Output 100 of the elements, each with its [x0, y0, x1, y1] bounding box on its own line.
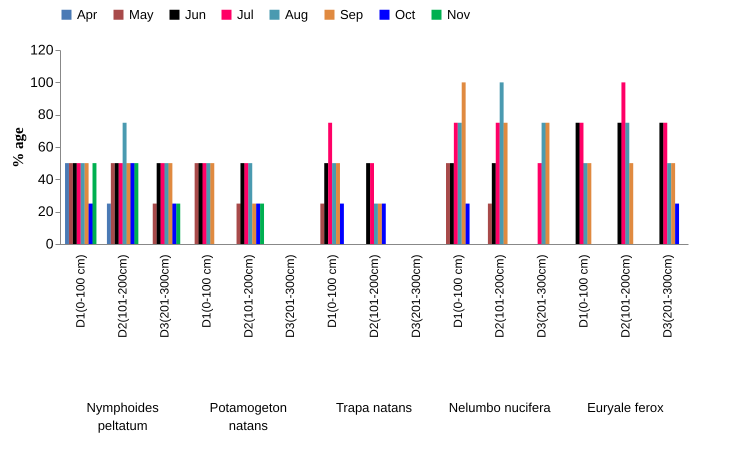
text: Nymphoides peltatum: [86, 400, 160, 433]
bar: [152, 204, 157, 244]
x-tick-label: D2(101-200cm): [618, 254, 632, 338]
legend-label: Sep: [340, 6, 364, 22]
bar: [500, 82, 504, 244]
bar: [110, 163, 115, 244]
bar: [252, 204, 256, 244]
bar: [122, 122, 127, 244]
legend-label: Oct: [395, 6, 416, 22]
bar: [378, 204, 382, 244]
y-tick-label: 0: [46, 236, 54, 252]
bar: [659, 122, 664, 244]
bar: [126, 163, 130, 244]
bar: [244, 163, 248, 244]
bar: [374, 204, 378, 244]
bar: [72, 163, 77, 244]
bar: [336, 163, 340, 244]
bar: [168, 163, 172, 244]
bar: [542, 122, 546, 244]
x-tick-label: D2(101-200cm): [367, 254, 381, 338]
bar: [198, 163, 202, 244]
x-tick-label: D3(201-300cm): [534, 254, 549, 338]
bar: [492, 163, 496, 244]
bar: [671, 163, 676, 244]
x-tick-label: D2(101-200cm): [492, 254, 507, 338]
bar: [260, 204, 264, 244]
y-tick-label: 120: [30, 42, 54, 58]
text: Trapa natans: [336, 400, 413, 415]
bar: [621, 82, 626, 244]
text: Nelumbo nucifera: [448, 400, 552, 415]
bar: [466, 204, 470, 244]
bar: [580, 122, 584, 244]
legend-label: Apr: [77, 6, 98, 22]
x-tick-label: D1(0-100 cm): [576, 254, 590, 328]
legend-label: Jun: [185, 6, 206, 22]
x-tick-label: D1(0-100 cm): [199, 254, 214, 328]
bar: [618, 122, 622, 244]
x-tick-label: D3(201-300cm): [158, 254, 172, 338]
x-tick-label: D2(101-200cm): [116, 254, 130, 338]
bar: [504, 122, 508, 244]
legend-label: Aug: [285, 6, 308, 22]
bar: [206, 163, 210, 244]
legend-label: May: [129, 6, 154, 22]
bar: [546, 122, 550, 244]
bar: [194, 163, 199, 244]
bar: [488, 204, 492, 244]
bar: [130, 163, 134, 244]
legend-label: Nov: [447, 6, 471, 22]
y-tick-label: 20: [38, 203, 54, 220]
bar: [65, 163, 69, 244]
bar: [576, 122, 580, 244]
bar: [202, 163, 206, 244]
bar: [320, 204, 324, 244]
bar: [450, 163, 454, 244]
x-tick-label: D1(0-100 cm): [325, 254, 340, 328]
bar: [160, 163, 165, 244]
bar: [328, 122, 332, 244]
y-tick-label: 60: [38, 138, 54, 154]
y-tick-label: 100: [30, 74, 54, 90]
bar: [68, 163, 73, 244]
y-tick-label: 40: [38, 170, 54, 187]
bar: [164, 163, 168, 244]
x-tick-label: D3(201-300cm): [283, 254, 298, 338]
bar: [340, 204, 344, 244]
bar: [587, 163, 592, 244]
x-tick-label: D1(0-100 cm): [450, 254, 465, 328]
bar: [210, 163, 214, 244]
bar: [256, 204, 260, 244]
text: Euryale ferox: [587, 400, 664, 415]
x-tick-label: D2(101-200cm): [241, 254, 256, 338]
bar: [675, 204, 680, 244]
bar: [454, 122, 458, 244]
bar: [446, 163, 450, 244]
bar: [80, 163, 85, 244]
x-tick-label: D3(201-300cm): [660, 254, 674, 338]
bar: [382, 204, 386, 244]
bar: [538, 163, 542, 244]
bar: [118, 163, 123, 244]
x-tick-label: D3(201-300cm): [408, 254, 423, 338]
bar: [332, 163, 336, 244]
text: Potamogeton natans: [210, 400, 287, 433]
bar: [88, 204, 93, 244]
bar: [583, 163, 588, 244]
bar: [172, 204, 176, 244]
bar: [134, 163, 138, 244]
bar: [462, 82, 466, 244]
y-tick-label: 80: [38, 106, 54, 122]
bar: [663, 122, 668, 244]
y-axis-title: % age: [11, 126, 28, 168]
bar: [236, 204, 240, 244]
bar: [106, 204, 111, 244]
x-tick-label: D1(0-100 cm): [74, 254, 88, 328]
bar: [156, 163, 161, 244]
bar: [370, 163, 374, 244]
bar: [366, 163, 370, 244]
bar: [625, 122, 630, 244]
bar: [84, 163, 89, 244]
legend-label: Jul: [237, 6, 254, 22]
bar: [240, 163, 244, 244]
bar: [92, 163, 96, 244]
